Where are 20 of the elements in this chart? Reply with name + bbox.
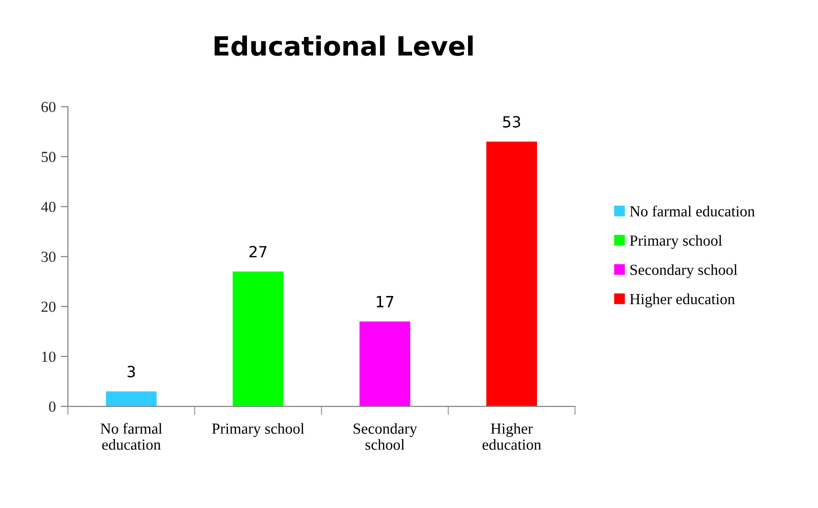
legend-label: Primary school [630, 234, 722, 249]
x-tick-label: Secondary school [354, 423, 418, 450]
data-label: 53 [503, 116, 520, 128]
x-tick-label: No farmal education [100, 422, 162, 450]
legend-label: Higher education [630, 294, 735, 308]
data-label: 3 [128, 366, 135, 378]
x-tick-label: Primary school [212, 423, 304, 437]
y-tick-label: 10 [42, 352, 56, 362]
y-tick-label: 0 [49, 402, 56, 412]
y-tick-label: 30 [42, 252, 56, 262]
x-tick-label: Higher education [482, 423, 542, 450]
y-tick-label: 40 [41, 202, 56, 212]
data-label: 27 [249, 246, 266, 258]
y-tick-label: 20 [41, 302, 56, 312]
y-tick-label: 60 [41, 102, 56, 112]
legend-label: Secondary school [630, 264, 738, 278]
data-label: 17 [376, 296, 394, 308]
y-tick-label: 50 [42, 152, 56, 162]
chart-title: Educational Level [214, 35, 473, 56]
legend-label: No farmal education [630, 206, 755, 217]
